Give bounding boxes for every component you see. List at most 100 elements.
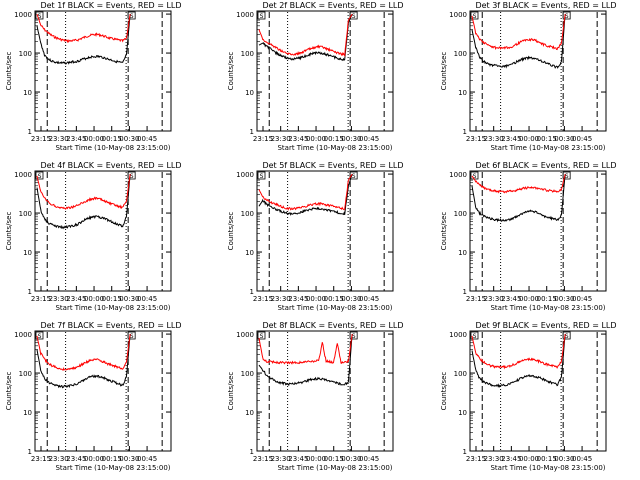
y-tick-label: 100 — [19, 50, 32, 58]
y-tick-label: 1 — [463, 128, 467, 136]
x-tick-label: 23:45 — [288, 295, 308, 303]
x-tick-label: 00:30 — [341, 455, 361, 463]
x-tick-label: 00:30 — [341, 135, 361, 143]
x-tick-label: 00:00 — [519, 295, 539, 303]
y-tick-label: 100 — [454, 210, 467, 218]
saa-start-label: S — [260, 13, 264, 20]
saa-start-box — [35, 331, 44, 340]
y-tick-label: 100 — [19, 210, 32, 218]
y-tick-label: 1000 — [449, 171, 467, 179]
saa-end-label: S — [565, 13, 569, 20]
x-tick-label: 00:30 — [554, 295, 574, 303]
x-tick-label: 00:15 — [324, 295, 344, 303]
events-series-line — [471, 174, 566, 223]
x-tick-label: 23:45 — [501, 295, 521, 303]
saa-start-box — [257, 331, 266, 340]
events-series-line — [36, 334, 131, 389]
plot-frame — [469, 170, 607, 292]
detector-panel-5: Det 5f BLACK = Events, RED = LLD 1 10 100 10… — [227, 161, 404, 312]
events-series-line — [36, 174, 131, 230]
saa-end-label: S — [565, 333, 569, 340]
lld-series-line — [471, 334, 566, 370]
detector-panel-7: Det 7f BLACK = Events, RED = LLD 1 10 100 10… — [5, 321, 182, 472]
x-axis-label: Start Time (10-May-08 23:15:00) — [490, 144, 605, 152]
panel-title: Det 6f BLACK = Events, RED = LLD — [475, 161, 616, 170]
saa-start-label: S — [260, 333, 264, 340]
x-tick-label: 00:15 — [537, 295, 557, 303]
x-axis-label: Start Time (10-May-08 23:15:00) — [55, 304, 170, 312]
x-tick-label: 00:00 — [519, 455, 539, 463]
x-tick-label: 23:15 — [466, 455, 486, 463]
y-axis-label: Counts/sec — [227, 212, 235, 251]
x-tick-label: 00:45 — [359, 295, 379, 303]
y-tick-label: 10 — [23, 89, 32, 97]
events-series-line — [258, 13, 353, 62]
detector-panel-9: Det 9f BLACK = Events, RED = LLD 1 10 100 10… — [440, 321, 617, 472]
x-tick-label: 23:45 — [288, 455, 308, 463]
y-axis-label: Counts/sec — [440, 52, 448, 91]
y-tick-label: 10 — [23, 249, 32, 257]
x-tick-label: 23:30 — [484, 295, 504, 303]
x-tick-label: 23:30 — [49, 295, 69, 303]
saa-start-box — [257, 171, 266, 180]
y-tick-label: 1 — [28, 128, 32, 136]
saa-end-box — [562, 171, 571, 180]
y-tick-label: 10 — [23, 409, 32, 417]
x-tick-label: 23:45 — [288, 135, 308, 143]
lld-series-line — [258, 334, 353, 365]
x-axis-label: Start Time (10-May-08 23:15:00) — [490, 304, 605, 312]
plot-frame — [34, 330, 172, 452]
saa-end-label: S — [130, 333, 134, 340]
x-tick-label: 00:15 — [324, 135, 344, 143]
panel-title: Det 7f BLACK = Events, RED = LLD — [40, 321, 181, 330]
saa-end-label: S — [130, 173, 134, 180]
x-tick-label: 23:15 — [253, 455, 273, 463]
x-axis-label: Start Time (10-May-08 23:15:00) — [277, 144, 392, 152]
y-axis-label: Counts/sec — [5, 372, 13, 411]
events-series-line — [258, 334, 353, 387]
x-tick-label: 00:15 — [102, 455, 122, 463]
detector-panel-6: Det 6f BLACK = Events, RED = LLD 1 10 100 10… — [440, 161, 617, 312]
y-tick-label: 1000 — [236, 11, 254, 19]
saa-start-box — [257, 11, 266, 20]
panel-title: Det 9f BLACK = Events, RED = LLD — [475, 321, 616, 330]
saa-start-box — [470, 11, 479, 20]
plot-frame — [256, 10, 394, 132]
y-tick-label: 1 — [28, 448, 32, 456]
plot-frame — [469, 10, 607, 132]
x-tick-label: 00:45 — [359, 455, 379, 463]
x-tick-label: 00:15 — [537, 135, 557, 143]
x-tick-label: 00:45 — [137, 455, 157, 463]
y-tick-label: 1 — [250, 288, 254, 296]
y-tick-label: 1 — [463, 448, 467, 456]
y-tick-label: 1000 — [236, 171, 254, 179]
x-tick-label: 23:30 — [484, 455, 504, 463]
saa-end-label: S — [565, 173, 569, 180]
y-tick-label: 1 — [28, 288, 32, 296]
x-axis-label: Start Time (10-May-08 23:15:00) — [55, 144, 170, 152]
x-tick-label: 00:30 — [119, 295, 139, 303]
saa-end-box — [562, 331, 571, 340]
y-tick-label: 1000 — [449, 11, 467, 19]
x-tick-label: 23:15 — [31, 455, 51, 463]
events-series-line — [258, 173, 353, 216]
x-axis-label: Start Time (10-May-08 23:15:00) — [277, 304, 392, 312]
x-tick-label: 00:00 — [84, 135, 104, 143]
y-axis-label: Counts/sec — [227, 372, 235, 411]
saa-end-box — [349, 171, 358, 180]
lld-series-line — [471, 14, 566, 51]
x-tick-label: 00:45 — [359, 135, 379, 143]
y-tick-label: 100 — [241, 50, 254, 58]
y-axis-label: Counts/sec — [5, 52, 13, 91]
y-tick-label: 1000 — [14, 331, 32, 339]
x-tick-label: 00:30 — [119, 455, 139, 463]
x-tick-label: 23:15 — [31, 295, 51, 303]
x-tick-label: 00:15 — [102, 135, 122, 143]
plot-frame — [469, 330, 607, 452]
x-tick-label: 00:00 — [519, 135, 539, 143]
saa-end-label: S — [352, 333, 356, 340]
y-tick-label: 100 — [241, 210, 254, 218]
x-tick-label: 00:00 — [306, 135, 326, 143]
y-tick-label: 10 — [245, 409, 254, 417]
panel-title: Det 2f BLACK = Events, RED = LLD — [262, 1, 403, 10]
